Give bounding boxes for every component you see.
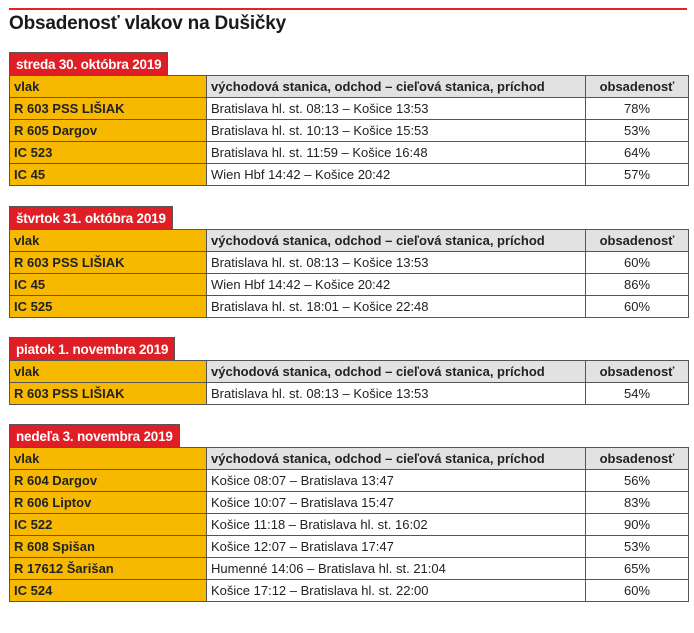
header-route: východová stanica, odchod – cieľová stan… [206, 229, 586, 252]
route: Wien Hbf 14:42 – Košice 20:42 [206, 163, 586, 186]
occupancy-value: 53% [585, 119, 689, 142]
train-name: R 17612 Šarišan [9, 557, 207, 580]
train-name: IC 525 [9, 295, 207, 318]
occupancy-value: 60% [585, 251, 689, 274]
occupancy-value: 60% [585, 295, 689, 318]
table-row: R 603 PSS LIŠIAK Bratislava hl. st. 08:1… [9, 97, 689, 120]
train-name: R 605 Dargov [9, 119, 207, 142]
route: Bratislava hl. st. 10:13 – Košice 15:53 [206, 119, 586, 142]
day-section-wednesday: streda 30. októbra 2019 vlak východová s… [9, 52, 689, 186]
train-name: R 603 PSS LIŠIAK [9, 382, 207, 405]
train-name: R 603 PSS LIŠIAK [9, 251, 207, 274]
occupancy-value: 83% [585, 491, 689, 514]
table-row: R 603 PSS LIŠIAK Bratislava hl. st. 08:1… [9, 382, 689, 405]
day-section-friday: piatok 1. novembra 2019 vlak východová s… [9, 337, 689, 405]
route: Humenné 14:06 – Bratislava hl. st. 21:04 [206, 557, 586, 580]
route: Košice 17:12 – Bratislava hl. st. 22:00 [206, 579, 586, 602]
train-name: R 604 Dargov [9, 469, 207, 492]
table-header-row: vlak východová stanica, odchod – cieľová… [9, 360, 689, 383]
header-train: vlak [9, 360, 207, 383]
train-name: IC 523 [9, 141, 207, 164]
header-route: východová stanica, odchod – cieľová stan… [206, 447, 586, 470]
top-accent-rule [9, 8, 687, 10]
train-name: IC 45 [9, 273, 207, 296]
table-header-row: vlak východová stanica, odchod – cieľová… [9, 75, 689, 98]
header-train: vlak [9, 447, 207, 470]
occupancy-value: 86% [585, 273, 689, 296]
date-label: nedeľa 3. novembra 2019 [9, 424, 180, 447]
header-route: východová stanica, odchod – cieľová stan… [206, 75, 586, 98]
route: Bratislava hl. st. 11:59 – Košice 16:48 [206, 141, 586, 164]
table-row: IC 522 Košice 11:18 – Bratislava hl. st.… [9, 513, 689, 536]
table-header-row: vlak východová stanica, odchod – cieľová… [9, 229, 689, 252]
occupancy-value: 65% [585, 557, 689, 580]
table-row: IC 524 Košice 17:12 – Bratislava hl. st.… [9, 579, 689, 602]
occupancy-value: 64% [585, 141, 689, 164]
occupancy-table: vlak východová stanica, odchod – cieľová… [9, 75, 689, 186]
day-section-sunday: nedeľa 3. novembra 2019 vlak východová s… [9, 424, 689, 602]
header-occupancy: obsadenosť [585, 360, 689, 383]
occupancy-value: 60% [585, 579, 689, 602]
table-row: R 604 Dargov Košice 08:07 – Bratislava 1… [9, 469, 689, 492]
table-row: R 603 PSS LIŠIAK Bratislava hl. st. 08:1… [9, 251, 689, 274]
route: Košice 10:07 – Bratislava 15:47 [206, 491, 586, 514]
occupancy-table: vlak východová stanica, odchod – cieľová… [9, 229, 689, 318]
table-row: IC 45 Wien Hbf 14:42 – Košice 20:42 57% [9, 163, 689, 186]
train-name: R 606 Liptov [9, 491, 207, 514]
route: Bratislava hl. st. 18:01 – Košice 22:48 [206, 295, 586, 318]
table-row: R 605 Dargov Bratislava hl. st. 10:13 – … [9, 119, 689, 142]
occupancy-value: 78% [585, 97, 689, 120]
occupancy-value: 54% [585, 382, 689, 405]
table-row: IC 45 Wien Hbf 14:42 – Košice 20:42 86% [9, 273, 689, 296]
table-row: R 17612 Šarišan Humenné 14:06 – Bratisla… [9, 557, 689, 580]
header-occupancy: obsadenosť [585, 229, 689, 252]
occupancy-value: 90% [585, 513, 689, 536]
day-section-thursday: štvrtok 31. októbra 2019 vlak východová … [9, 206, 689, 318]
train-name: R 608 Spišan [9, 535, 207, 558]
header-train: vlak [9, 75, 207, 98]
route: Bratislava hl. st. 08:13 – Košice 13:53 [206, 382, 586, 405]
occupancy-table: vlak východová stanica, odchod – cieľová… [9, 447, 689, 602]
header-occupancy: obsadenosť [585, 75, 689, 98]
occupancy-value: 57% [585, 163, 689, 186]
header-route: východová stanica, odchod – cieľová stan… [206, 360, 586, 383]
train-name: R 603 PSS LIŠIAK [9, 97, 207, 120]
route: Košice 12:07 – Bratislava 17:47 [206, 535, 586, 558]
route: Bratislava hl. st. 08:13 – Košice 13:53 [206, 97, 586, 120]
occupancy-value: 53% [585, 535, 689, 558]
table-row: IC 525 Bratislava hl. st. 18:01 – Košice… [9, 295, 689, 318]
table-header-row: vlak východová stanica, odchod – cieľová… [9, 447, 689, 470]
route: Košice 08:07 – Bratislava 13:47 [206, 469, 586, 492]
header-occupancy: obsadenosť [585, 447, 689, 470]
header-train: vlak [9, 229, 207, 252]
table-row: R 606 Liptov Košice 10:07 – Bratislava 1… [9, 491, 689, 514]
train-name: IC 45 [9, 163, 207, 186]
train-name: IC 524 [9, 579, 207, 602]
page-title: Obsadenosť vlakov na Dušičky [9, 13, 287, 34]
train-name: IC 522 [9, 513, 207, 536]
route: Bratislava hl. st. 08:13 – Košice 13:53 [206, 251, 586, 274]
table-row: R 608 Spišan Košice 12:07 – Bratislava 1… [9, 535, 689, 558]
occupancy-value: 56% [585, 469, 689, 492]
route: Košice 11:18 – Bratislava hl. st. 16:02 [206, 513, 586, 536]
date-label: piatok 1. novembra 2019 [9, 337, 176, 360]
date-label: streda 30. októbra 2019 [9, 52, 169, 75]
table-row: IC 523 Bratislava hl. st. 11:59 – Košice… [9, 141, 689, 164]
date-label: štvrtok 31. októbra 2019 [9, 206, 173, 229]
route: Wien Hbf 14:42 – Košice 20:42 [206, 273, 586, 296]
occupancy-table: vlak východová stanica, odchod – cieľová… [9, 360, 689, 405]
